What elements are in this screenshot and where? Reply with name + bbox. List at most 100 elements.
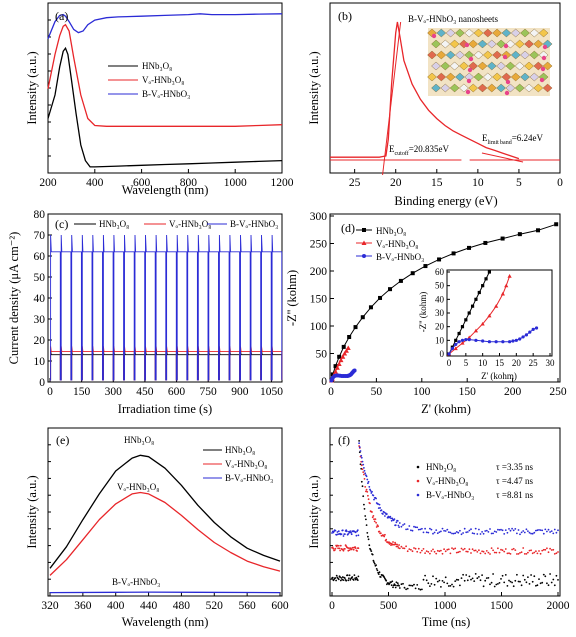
trpl-point-blue [459, 529, 461, 532]
marker-square-black [368, 305, 373, 310]
panel-c-y-tick-label: 40 [34, 293, 46, 305]
trpl-point-blue [473, 532, 476, 535]
trpl-point-black [363, 503, 365, 506]
trpl-point-black [523, 578, 526, 581]
trpl-point-blue [509, 529, 512, 532]
marker-triangle-red [500, 291, 505, 296]
trpl-point-black [452, 585, 455, 588]
panel-a-xlabel: Wavelength (nm) [122, 183, 209, 197]
panel-a-plot [47, 13, 283, 168]
trpl-point-red [452, 548, 455, 551]
tau-f-1: τ =3.35 ns [496, 462, 533, 472]
trpl-point-blue [422, 531, 425, 534]
trpl-point-black [398, 587, 401, 589]
crystal-octahedron [533, 39, 544, 49]
trpl-point-black [541, 581, 544, 584]
trpl-point-blue [335, 534, 338, 536]
trpl-point-red [337, 547, 339, 550]
trpl-point-red [413, 547, 415, 549]
trpl-point-black [462, 573, 464, 576]
trpl-point-red [479, 552, 482, 555]
trpl-point-black [444, 576, 447, 579]
marker-square-black [362, 228, 366, 232]
trpl-point-black [546, 582, 548, 585]
panel-e-x-tick-label: 600 [271, 600, 289, 612]
legend-a-1: HNb₃O₈ [142, 61, 172, 71]
trpl-point-blue [368, 486, 371, 488]
trpl-point-blue [474, 527, 477, 530]
trpl-point-blue [436, 532, 439, 535]
trpl-point-blue [487, 531, 490, 533]
inset-y-tick-label: 10 [435, 335, 445, 345]
trpl-point-blue [522, 530, 525, 532]
crystal-octahedron [501, 28, 512, 38]
trpl-point-blue [377, 503, 379, 505]
crystal-octahedron [486, 39, 497, 49]
trpl-point-red [497, 547, 499, 550]
trpl-point-black [451, 583, 453, 586]
photocurrent-line-blue [50, 234, 283, 381]
trpl-point-black [440, 586, 442, 588]
trpl-point-red [525, 553, 528, 555]
trpl-point-blue [495, 531, 498, 533]
trpl-point-black [522, 574, 525, 577]
trpl-point-black [463, 579, 466, 582]
crystal-octahedron [520, 50, 530, 60]
trpl-point-blue [344, 533, 346, 535]
trpl-point-blue [410, 529, 412, 532]
trpl-point-black [376, 569, 379, 572]
marker-square-black [378, 295, 383, 300]
trpl-point-red [339, 544, 342, 547]
trpl-point-black [549, 573, 551, 575]
trpl-point-blue [444, 530, 447, 532]
trpl-point-blue [346, 530, 348, 533]
panel-d-inset-xlabel: Z' (kohm) [481, 371, 517, 381]
panel-d-ylabel: -Z'' (kohm) [285, 270, 299, 326]
crystal-octahedron [427, 50, 437, 60]
crystal-octahedron [524, 61, 534, 71]
crystal-octahedron [496, 83, 506, 93]
trpl-point-blue [375, 497, 377, 500]
marker-square-black [460, 325, 465, 329]
panel-f-x-tick-label: 500 [380, 600, 398, 612]
legend-dot-black [416, 465, 420, 469]
trpl-point-red [460, 547, 463, 550]
panel-b-letter: (b) [338, 9, 352, 23]
limit-label: Elimit band=6.24eV [482, 133, 544, 146]
panel-c-ticks: 0 150 300 450 600 750 900 1050 0 10 20 30 40 50 60 70 80 [34, 209, 284, 398]
marker-circle-blue [528, 330, 532, 334]
trpl-point-red [451, 547, 453, 549]
trpl-point-blue [389, 515, 392, 518]
panel-d-y-tick-label: 200 [310, 266, 328, 278]
annotation-e-2: Vₒ-HNb₃O₈ [117, 482, 159, 492]
trpl-point-black [417, 588, 420, 590]
trpl-point-black [421, 588, 423, 591]
trpl-point-black [485, 577, 488, 579]
trpl-point-blue [517, 529, 520, 531]
trpl-point-blue [398, 526, 400, 528]
legend-e-3: B-Vₒ-HNbO₃ [225, 473, 273, 483]
inset-x-tick-label: 25 [529, 358, 539, 368]
crystal-octahedron [482, 50, 493, 60]
crystal-octahedron [524, 83, 534, 93]
trpl-point-red [348, 547, 350, 550]
panel-a-ylabel: Intensity (a.u.) [25, 51, 39, 124]
trpl-point-black [356, 579, 359, 581]
trpl-point-black [465, 574, 468, 576]
trpl-point-red [489, 553, 491, 555]
crystal-octahedron [514, 61, 525, 71]
crystal-octahedron [542, 83, 553, 93]
trpl-point-red [392, 541, 394, 543]
trpl-point-black [360, 480, 363, 483]
trpl-point-blue [539, 529, 542, 531]
panel-e-xlabel: Wavelength (nm) [122, 615, 209, 629]
trpl-point-blue [336, 531, 339, 533]
trpl-point-red [333, 549, 336, 552]
panel-a-x-tick-label: 400 [86, 177, 104, 189]
trpl-point-red [367, 498, 370, 501]
trpl-point-red [527, 551, 529, 554]
trpl-point-blue [452, 532, 455, 535]
trpl-point-red [398, 544, 400, 546]
crystal-octahedron [440, 83, 451, 93]
